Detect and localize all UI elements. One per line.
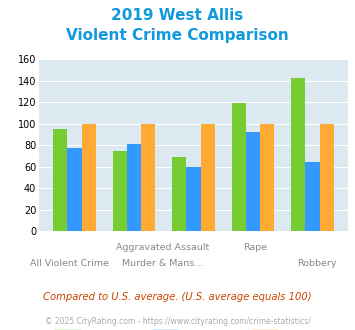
Bar xyxy=(53,129,67,231)
Bar xyxy=(201,124,215,231)
Legend: West Allis, Wisconsin, National: West Allis, Wisconsin, National xyxy=(50,326,337,330)
Bar xyxy=(320,124,334,231)
Bar xyxy=(172,157,186,231)
Bar xyxy=(186,167,201,231)
Text: Compared to U.S. average. (U.S. average equals 100): Compared to U.S. average. (U.S. average … xyxy=(43,292,312,302)
Text: Aggravated Assault: Aggravated Assault xyxy=(116,243,209,251)
Text: 2019 West Allis: 2019 West Allis xyxy=(111,8,244,23)
Bar xyxy=(113,150,127,231)
Bar xyxy=(246,132,260,231)
Text: All Violent Crime: All Violent Crime xyxy=(31,259,109,268)
Text: Murder & Mans...: Murder & Mans... xyxy=(122,259,203,268)
Bar xyxy=(260,124,274,231)
Bar xyxy=(82,124,96,231)
Text: © 2025 CityRating.com - https://www.cityrating.com/crime-statistics/: © 2025 CityRating.com - https://www.city… xyxy=(45,317,310,326)
Bar xyxy=(141,124,155,231)
Bar xyxy=(67,148,82,231)
Text: Violent Crime Comparison: Violent Crime Comparison xyxy=(66,28,289,43)
Text: Robbery: Robbery xyxy=(297,259,337,268)
Text: Rape: Rape xyxy=(243,243,267,251)
Bar xyxy=(127,144,141,231)
Bar xyxy=(231,103,246,231)
Bar xyxy=(291,78,305,231)
Bar xyxy=(305,162,320,231)
